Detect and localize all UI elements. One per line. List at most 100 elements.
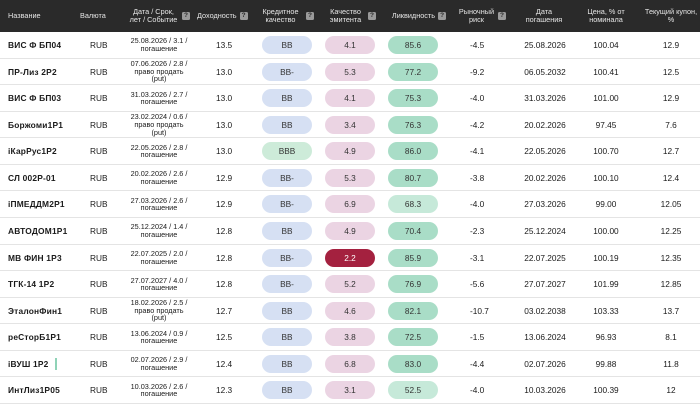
issuer-quality-cell: 3.4: [325, 112, 375, 138]
credit-quality-badge: BB-: [262, 168, 312, 187]
issuer-quality-badge: 4.9: [325, 142, 375, 161]
table-row[interactable]: МВ ФИН 1Р3 RUB 22.07.2025 / 2.0 / погашени…: [0, 245, 700, 272]
col-header-name[interactable]: Название: [8, 0, 48, 32]
help-icon[interactable]: ?: [306, 12, 314, 20]
issuer-quality-cell: 5.3: [325, 59, 375, 85]
issuer-quality-badge: 4.1: [325, 36, 375, 54]
coupon-cell: 12: [666, 385, 676, 396]
liquidity-cell: 52.5: [388, 377, 438, 403]
header-label-date: Дата / Срок, лет / Событие: [129, 7, 178, 24]
liquidity-cell: 83.0: [388, 351, 438, 377]
coupon-cell: 12.7: [662, 146, 680, 157]
price-cell: 97.45: [595, 119, 617, 130]
header-label-currency: Валюта: [80, 11, 106, 20]
col-header-yield[interactable]: Доходность?: [197, 0, 267, 32]
date-term-event-cell: 31.03.2026 / 2.7 / погашение: [130, 89, 188, 107]
yield-cell: 12.8: [216, 279, 233, 290]
col-header-coupon[interactable]: Текущий купон, %: [644, 0, 698, 32]
price-cell: 96.93: [595, 332, 617, 343]
bond-name[interactable]: ПР-Лиз 2Р2: [8, 59, 83, 85]
bond-name[interactable]: ВИС Ф БП04: [8, 32, 83, 58]
col-header-liquidity[interactable]: Ликвидность?: [384, 0, 454, 32]
bond-name-label: Боржоми1Р1: [8, 119, 64, 130]
bond-name[interactable]: ВИС Ф БП03: [8, 85, 83, 111]
col-header-currency[interactable]: Валюта: [80, 0, 120, 32]
liquidity-badge: 75.3: [388, 89, 438, 108]
table-row[interactable]: ТГК-14 1Р2 RUB 27.07.2027 / 4.0 / погашени…: [0, 271, 700, 298]
maturity-date-cell: 27.03.2026: [524, 199, 566, 210]
bond-name[interactable]: iКарРус1Р2: [8, 138, 83, 164]
bond-name-label: ВИС Ф БП04: [8, 40, 62, 50]
help-icon[interactable]: ?: [239, 12, 248, 20]
bond-name-label: iПМЕДДМ2Р1: [8, 199, 65, 210]
bond-name-label: ПР-Лиз 2Р2: [8, 66, 57, 77]
coupon-cell: 12.05: [660, 199, 682, 210]
bond-name[interactable]: ТГК-14 1Р2: [8, 271, 83, 297]
price-cell: 101.00: [593, 93, 619, 104]
issuer-quality-cell: 4.1: [325, 85, 375, 111]
date-term-event-cell: 22.07.2025 / 2.0 / погашение: [130, 248, 188, 266]
issuer-quality-cell: 5.2: [325, 271, 375, 297]
header-label-credit: Кредитное качество: [262, 7, 299, 24]
currency-cell: RUB: [90, 252, 108, 263]
col-header-date[interactable]: Дата / Срок, лет / Событие?: [128, 0, 190, 32]
table-row[interactable]: iПМЕДДМ2Р1 RUB 27.03.2026 / 2.6 / погашени…: [0, 191, 700, 218]
issuer-quality-cell: 4.6: [325, 298, 375, 324]
coupon-cell: 12.9: [662, 40, 680, 50]
maturity-date-cell: 22.07.2025: [524, 252, 566, 263]
liquidity-cell: 86.0: [388, 138, 438, 164]
maturity-date-cell: 22.05.2026: [524, 146, 566, 157]
table-row[interactable]: ВИС Ф БП04 RUB 25.08.2026 / 3.1 / погашени…: [0, 32, 700, 59]
bond-name[interactable]: СЛ 002Р-01: [8, 165, 83, 191]
help-icon[interactable]: ?: [498, 12, 506, 20]
help-icon[interactable]: ?: [438, 12, 447, 20]
bond-name-label: iВУШ 1Р2: [8, 358, 49, 369]
table-row[interactable]: iКарРус1Р2 RUB 22.05.2026 / 2.8 / погашени…: [0, 138, 700, 165]
bond-name[interactable]: ИнтЛиз1Р05: [8, 377, 83, 403]
table-row[interactable]: СЛ 002Р-01 RUB 20.02.2026 / 2.6 / погашени…: [0, 165, 700, 192]
yield-cell: 12.3: [216, 385, 233, 396]
issuer-quality-badge: 6.8: [325, 354, 375, 373]
issuer-quality-badge: 4.9: [325, 221, 375, 240]
yield-cell: 12.8: [216, 225, 233, 236]
col-header-maturity[interactable]: Дата погашения: [522, 0, 566, 32]
yield-cell: 12.4: [216, 358, 233, 369]
bond-name[interactable]: МВ ФИН 1Р3: [8, 245, 83, 271]
help-icon[interactable]: ?: [368, 12, 376, 20]
yield-cell: 12.7: [216, 305, 233, 316]
currency-cell: RUB: [90, 385, 108, 396]
table-row[interactable]: iВУШ 1Р2 RUB 02.07.2026 / 2.9 / погашение 1…: [0, 351, 700, 378]
table-row[interactable]: Боржоми1Р1 RUB 23.02.2024 / 0.6 / право пр…: [0, 112, 700, 139]
currency-cell: RUB: [90, 172, 108, 183]
table-row[interactable]: ПР-Лиз 2Р2 RUB 07.06.2026 / 2.8 / право пр…: [0, 59, 700, 86]
table-row[interactable]: реСторБ1Р1 RUB 13.06.2024 / 0.9 / погашени…: [0, 324, 700, 351]
maturity-date-cell: 02.07.2026: [524, 358, 566, 369]
col-header-credit[interactable]: Кредитное качество?: [258, 0, 314, 32]
table-row[interactable]: ИнтЛиз1Р05 RUB 10.03.2026 / 2.6 / погашени…: [0, 377, 700, 404]
table-row[interactable]: ВИС Ф БП03 RUB 31.03.2026 / 2.7 / погашени…: [0, 85, 700, 112]
col-header-price[interactable]: Цена, % от номинала: [578, 0, 634, 32]
bond-name[interactable]: АВТОДОМ1Р1: [8, 218, 83, 244]
bond-name[interactable]: iПМЕДДМ2Р1: [8, 191, 83, 217]
col-header-issuer[interactable]: Качество эмитента?: [326, 0, 376, 32]
date-term-event-cell: 18.02.2026 / 2.5 / право продать (put): [130, 298, 188, 323]
bond-name[interactable]: Боржоми1Р1: [8, 112, 83, 138]
bond-name[interactable]: реСторБ1Р1: [8, 324, 83, 350]
issuer-quality-cell: 5.3: [325, 165, 375, 191]
liquidity-badge: 85.6: [388, 36, 438, 54]
col-header-risk[interactable]: Рыночный риск?: [458, 0, 506, 32]
credit-quality-cell: BB-: [262, 59, 312, 85]
price-cell: 100.04: [593, 40, 619, 50]
bond-name-label: реСторБ1Р1: [8, 332, 61, 343]
bond-name-label: АВТОДОМ1Р1: [8, 225, 68, 236]
price-cell: 99.00: [595, 199, 617, 210]
liquidity-badge: 86.0: [388, 142, 438, 161]
credit-quality-cell: BB: [262, 32, 312, 58]
market-risk-cell: -2.3: [470, 225, 485, 236]
bond-name[interactable]: iВУШ 1Р2: [8, 351, 83, 377]
table-row[interactable]: ЭталонФин1 RUB 18.02.2026 / 2.5 / право пр…: [0, 298, 700, 325]
bond-name[interactable]: ЭталонФин1: [8, 298, 83, 324]
help-icon[interactable]: ?: [182, 12, 190, 20]
credit-quality-badge: BB-: [262, 248, 312, 267]
table-row[interactable]: АВТОДОМ1Р1 RUB 25.12.2024 / 1.4 / погашени…: [0, 218, 700, 245]
